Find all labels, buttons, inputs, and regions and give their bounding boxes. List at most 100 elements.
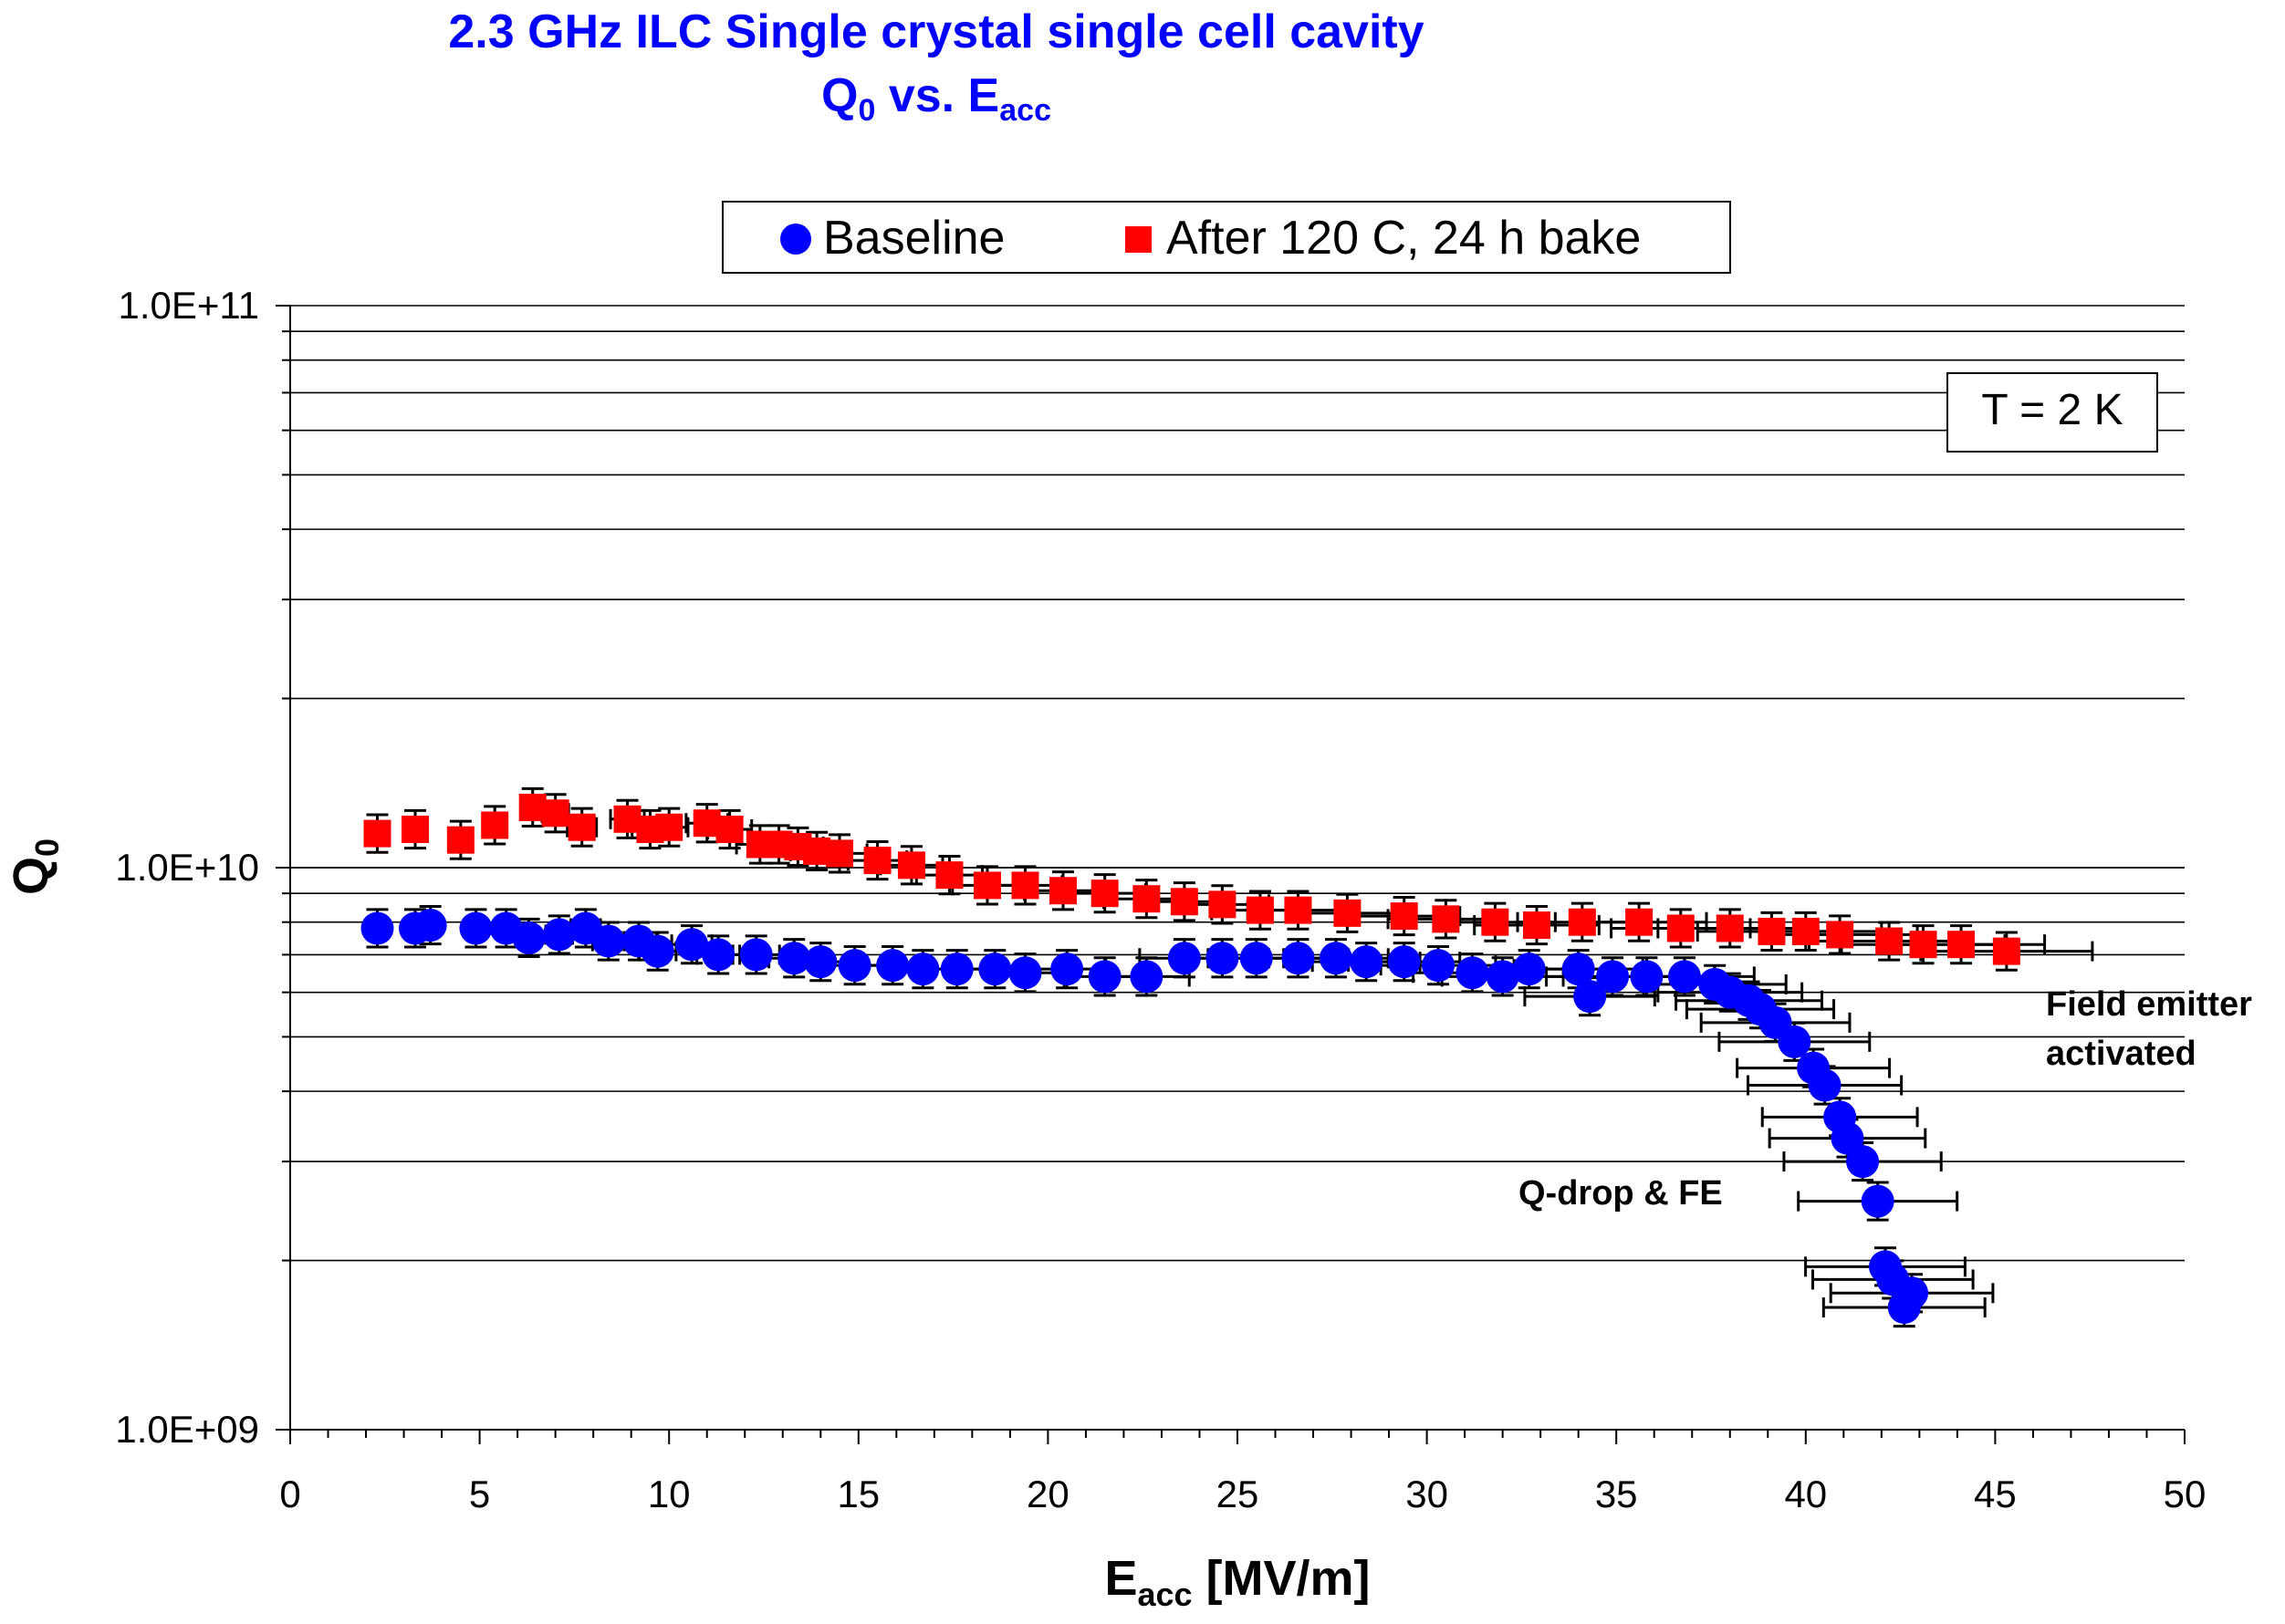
data-point-baseline: [1778, 1025, 1811, 1058]
data-point-after-bake: [1666, 914, 1695, 942]
data-point-after-bake: [1049, 877, 1078, 905]
data-point-baseline: [512, 921, 546, 954]
data-point-after-bake: [1947, 931, 1976, 959]
data-point-baseline: [1422, 949, 1456, 983]
data-point-baseline: [1239, 942, 1273, 975]
x-tick-labels: 0 5 10 15 20 25 30 35 40 45 50: [279, 1473, 2206, 1515]
x-tick-label: 40: [1784, 1473, 1827, 1515]
temperature-box: T = 2 K: [1946, 372, 2158, 453]
data-point-baseline: [459, 911, 493, 945]
x-tick-label: 10: [648, 1473, 691, 1515]
data-point-baseline: [1861, 1184, 1894, 1218]
data-point-baseline: [1512, 953, 1546, 986]
data-point-baseline: [1573, 980, 1607, 1014]
x-tick-label: 25: [1216, 1473, 1259, 1515]
data-point-baseline: [1456, 956, 1489, 990]
data-point-after-bake: [1909, 931, 1937, 959]
data-point-after-bake: [897, 851, 925, 880]
series-after-bake: [363, 793, 2020, 965]
y-axis-title: Q0: [4, 838, 66, 895]
data-point-baseline: [413, 909, 447, 942]
data-point-baseline: [1350, 945, 1383, 979]
data-point-baseline: [1596, 960, 1630, 994]
data-point-after-bake: [1826, 921, 1854, 949]
legend-frame: [722, 201, 1731, 274]
x-tick-label: 30: [1405, 1473, 1448, 1515]
temperature-frame: [1946, 372, 2158, 453]
data-point-baseline: [702, 938, 736, 972]
data-point-after-bake: [1170, 888, 1198, 916]
data-point-after-bake: [1333, 899, 1362, 927]
axis-ticks: [276, 305, 2186, 1444]
data-point-after-bake: [1568, 908, 1596, 936]
data-point-baseline: [1831, 1121, 1864, 1155]
data-point-after-bake: [863, 847, 892, 875]
x-axis-title: Eacc [MV/m]: [1104, 1551, 1370, 1613]
annotation-field-emitter-1: Field emitter: [2046, 985, 2252, 1024]
data-point-baseline: [777, 942, 811, 975]
x-tick-label: 50: [2164, 1473, 2207, 1515]
data-point-baseline: [641, 934, 674, 968]
data-point-after-bake: [715, 815, 744, 843]
data-point-baseline: [940, 953, 974, 986]
data-point-baseline: [1319, 942, 1352, 975]
x-tick-label: 5: [469, 1473, 490, 1515]
data-point-after-bake: [1481, 908, 1509, 936]
data-point-baseline: [1130, 960, 1163, 994]
legend-bake-marker: [1125, 226, 1152, 253]
data-point-after-bake: [1432, 905, 1460, 933]
data-point-baseline: [1486, 960, 1519, 994]
data-point-baseline: [906, 953, 940, 986]
data-point-after-bake: [1523, 911, 1551, 940]
annotation-field-emitter-2: activated: [2046, 1035, 2196, 1073]
data-point-baseline: [675, 928, 709, 962]
x-tick-label: 45: [1974, 1473, 2017, 1515]
data-point-after-bake: [1791, 917, 1820, 945]
data-point-baseline: [360, 911, 394, 945]
data-point-baseline: [1205, 942, 1239, 975]
legend-baseline-marker: [780, 224, 811, 255]
series-baseline: [360, 909, 1929, 1325]
data-point-after-bake: [363, 819, 391, 848]
data-point-baseline: [739, 938, 773, 972]
gridlines: [290, 305, 2185, 1262]
data-point-after-bake: [1992, 937, 2020, 965]
data-point-after-bake: [655, 813, 683, 841]
data-point-after-bake: [1090, 880, 1119, 908]
data-point-after-bake: [402, 815, 430, 843]
x-tick-label: 35: [1595, 1473, 1638, 1515]
data-point-after-bake: [541, 799, 569, 828]
data-point-after-bake: [826, 839, 854, 868]
y-tick-label: 1.0E+09: [115, 1408, 259, 1451]
data-point-baseline: [978, 953, 1012, 986]
data-point-baseline: [1667, 960, 1701, 994]
x-tick-label: 15: [837, 1473, 880, 1515]
annotation-qdrop: Q-drop & FE: [1518, 1174, 1723, 1213]
data-point-after-bake: [1011, 871, 1039, 900]
y-tick-labels: 1.0E+09 1.0E+10 1.0E+11: [115, 284, 259, 1451]
data-point-after-bake: [1875, 927, 1904, 955]
data-point-baseline: [1050, 953, 1084, 986]
data-point-baseline: [1808, 1068, 1842, 1102]
data-point-after-bake: [935, 861, 964, 890]
data-point-baseline: [542, 918, 576, 952]
data-point-baseline: [1008, 956, 1042, 990]
data-point-baseline: [838, 949, 871, 983]
error-bars: [366, 786, 2094, 1328]
legend-baseline-label: Baseline: [823, 212, 1005, 265]
data-point-after-bake: [481, 811, 509, 839]
data-point-after-bake: [568, 813, 596, 841]
data-point-baseline: [1387, 945, 1421, 979]
data-point-baseline: [591, 924, 625, 958]
data-point-baseline: [1088, 960, 1122, 994]
data-point-baseline: [1281, 942, 1315, 975]
data-point-baseline: [1846, 1145, 1880, 1179]
data-point-baseline: [1561, 953, 1595, 986]
data-point-baseline: [876, 949, 910, 983]
data-point-baseline: [1167, 942, 1201, 975]
data-point-after-bake: [1758, 917, 1786, 945]
legend: Baseline After 120 C, 24 h bake: [722, 201, 1731, 274]
data-point-after-bake: [1284, 896, 1312, 924]
data-point-after-bake: [973, 871, 1001, 900]
